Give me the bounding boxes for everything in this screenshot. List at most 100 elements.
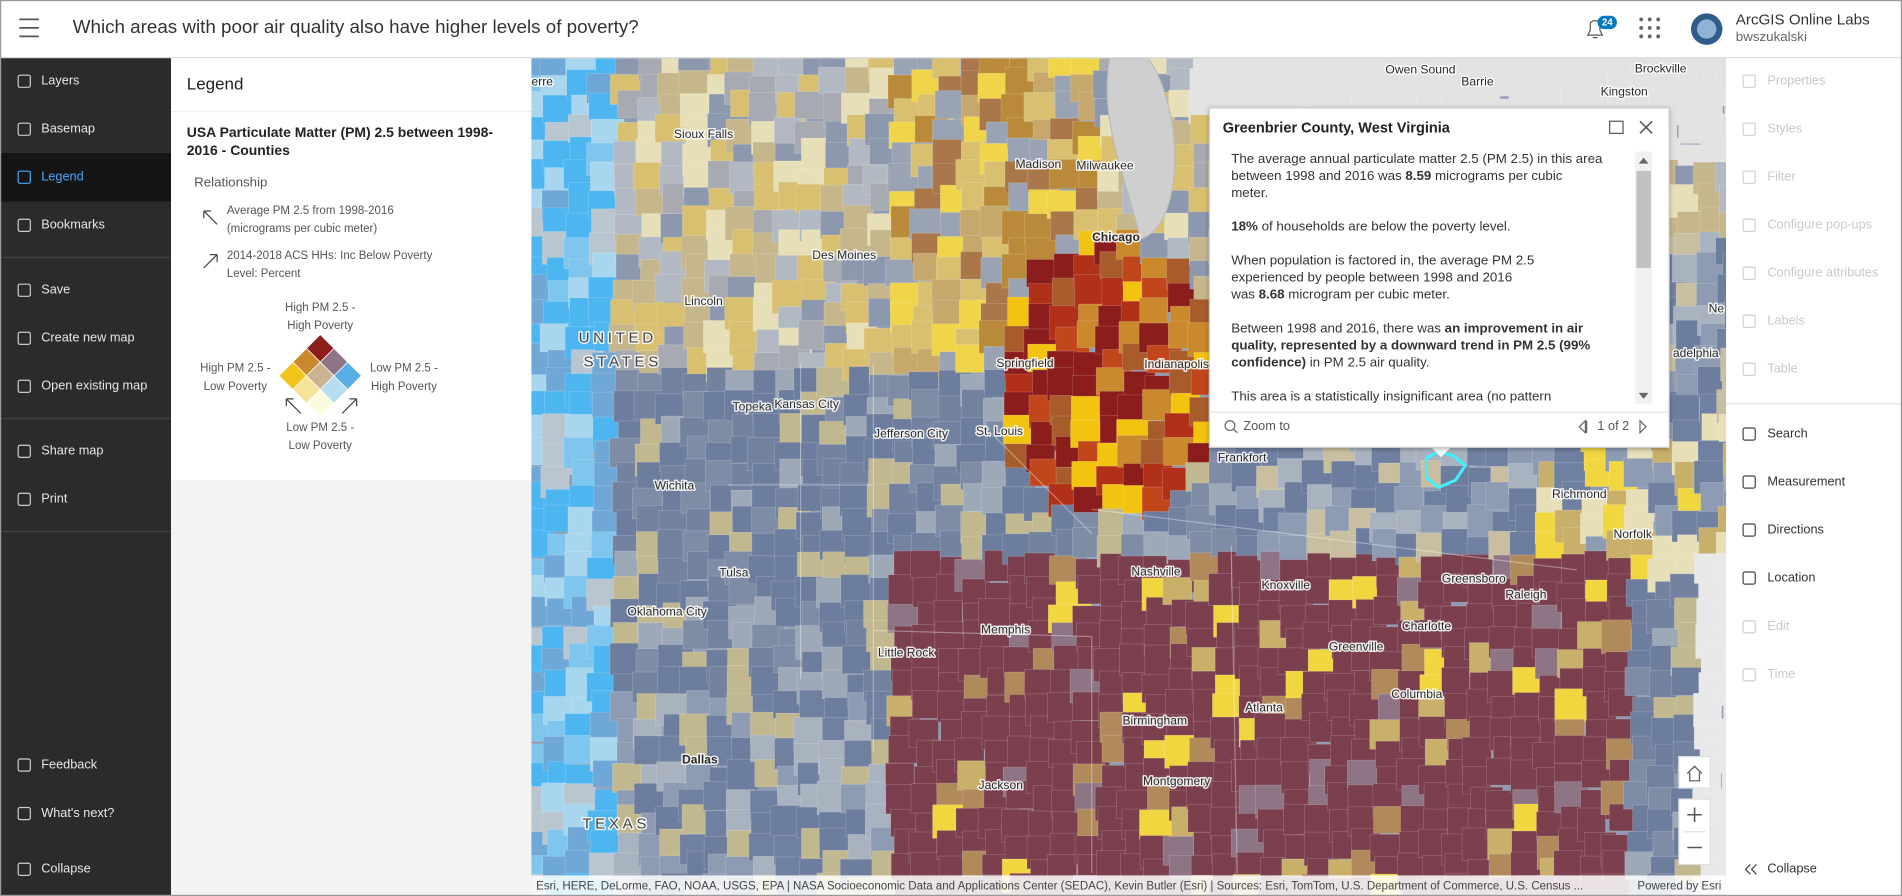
county (1719, 857, 1727, 890)
county (1720, 718, 1727, 747)
county (1715, 531, 1727, 560)
county (868, 458, 897, 488)
map-title: Which areas with poor air quality also h… (73, 16, 639, 37)
county (1724, 298, 1727, 331)
apps-dot (1647, 17, 1652, 22)
pager-next[interactable] (1639, 419, 1647, 435)
tool-label[interactable]: Save (41, 282, 70, 297)
tool-label: Time (1767, 666, 1795, 681)
tool-icon (1742, 362, 1756, 376)
scrollbar-thumb[interactable] (1636, 170, 1651, 268)
county (863, 327, 895, 357)
county (798, 319, 829, 351)
tool-label[interactable]: Create new map (41, 330, 134, 345)
tool-label[interactable]: What's next? (41, 805, 114, 820)
county (1143, 757, 1174, 786)
collapse[interactable]: Collapse (1767, 861, 1817, 876)
map-label: Chicago (1092, 230, 1140, 244)
map-label: Oklahoma City (627, 604, 707, 618)
tool-icon (17, 122, 31, 136)
layer-title: 2016 - Counties (187, 142, 290, 158)
popup-bold: 8.68 (1259, 286, 1285, 301)
county (1094, 325, 1124, 355)
tool-icon (17, 218, 31, 232)
legend-card (171, 58, 532, 481)
tool-icon (17, 283, 31, 297)
county (1717, 274, 1727, 304)
county (1723, 694, 1727, 724)
popup-line: was 8.68 microgram per cubic meter. (1230, 286, 1450, 301)
popup-text: experienced by people between 1998 and 2… (1231, 269, 1512, 284)
map-label: Topeka (733, 400, 772, 414)
popup-line: When population is factored in, the aver… (1231, 252, 1534, 267)
map-label: Ne (1709, 301, 1725, 315)
layer-title: USA Particulate Matter (PM) 2.5 between … (187, 124, 494, 140)
diamond-label: Low Poverty (289, 440, 353, 452)
apps-dot (1639, 17, 1644, 22)
zoom-to[interactable]: Zoom to (1243, 418, 1290, 433)
popup-text: Between 1998 and 2016, there was (1231, 320, 1444, 335)
county (531, 529, 549, 559)
tool-label[interactable]: Bookmarks (41, 217, 105, 232)
county (1720, 835, 1727, 869)
tool-label[interactable]: Basemap (41, 121, 95, 136)
tool-label[interactable]: Open existing map (41, 378, 147, 393)
tool-label[interactable]: Layers (41, 73, 79, 88)
county (1074, 274, 1104, 309)
lake-michigan (1106, 58, 1176, 240)
tool-label[interactable]: Location (1767, 569, 1815, 584)
tool-label[interactable]: Collapse (41, 861, 91, 876)
map-label: Raleigh (1505, 588, 1546, 602)
popup-pointer (1431, 447, 1451, 458)
diamond-label: High PM 2.5 - (200, 363, 271, 375)
county (1049, 555, 1079, 585)
map-label: Indianapolis (1144, 357, 1209, 371)
map-label: Greensboro (1442, 572, 1506, 586)
tool-label: Properties (1767, 73, 1825, 88)
tool-icon (1742, 170, 1756, 184)
home-button[interactable] (1678, 755, 1711, 789)
apps-dot (1647, 25, 1652, 30)
map-label: Atlanta (1245, 700, 1283, 714)
tool-icon (1742, 218, 1756, 232)
tool-label[interactable]: Print (41, 491, 68, 506)
tool-label: Filter (1767, 169, 1796, 184)
tool-icon (17, 444, 31, 458)
map-label: Tulsa (719, 566, 748, 580)
county (934, 621, 965, 652)
diamond-label: High Poverty (287, 320, 353, 332)
county (726, 758, 759, 792)
map-label: Norfolk (1614, 527, 1653, 541)
tool-label[interactable]: Share map (41, 443, 103, 458)
tool-label[interactable]: Directions (1767, 521, 1824, 536)
popup-text: in PM 2.5 air quality. (1306, 354, 1429, 369)
county (539, 323, 569, 353)
tool-label[interactable]: Search (1767, 425, 1807, 440)
pager-prev[interactable] (1578, 419, 1588, 435)
county (1668, 394, 1700, 424)
tool-label: Configure pop-ups (1767, 217, 1872, 232)
tool-icon (1742, 427, 1756, 441)
county (1717, 669, 1727, 704)
county (1723, 646, 1727, 680)
county (1720, 347, 1727, 382)
tool-icon (17, 806, 31, 821)
axis-label: (micrograms per cubic meter) (227, 223, 378, 235)
county (775, 597, 806, 627)
popup-text: between 1998 and 2016 was (1231, 167, 1405, 182)
menu-button[interactable] (19, 18, 39, 38)
tool-label[interactable]: Measurement (1767, 473, 1845, 488)
tool-icon (1742, 122, 1756, 136)
popup-line: 18% of households are below the poverty … (1231, 218, 1510, 233)
dock-button[interactable] (1609, 120, 1624, 134)
zoom-icon (1224, 420, 1236, 432)
tool-label[interactable]: Feedback (41, 756, 98, 771)
tool-label[interactable]: Legend (41, 169, 83, 184)
map-label: Springfield (996, 356, 1053, 370)
popup-line: quality, represented by a downward trend… (1231, 337, 1590, 352)
county (1719, 211, 1727, 243)
county (795, 183, 825, 214)
close-button[interactable] (1639, 120, 1653, 134)
bivariate-diamond (278, 334, 362, 418)
zoom-in[interactable] (1687, 807, 1702, 823)
